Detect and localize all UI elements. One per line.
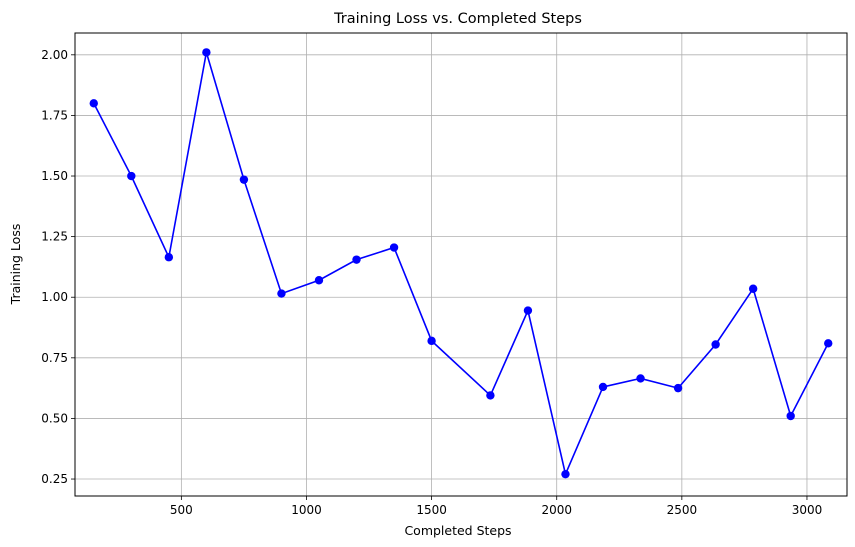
y-tick-label: 1.75 bbox=[41, 108, 68, 122]
y-axis: 0.25 0.50 0.75 1.00 1.25 1.50 1.75 2.00 bbox=[41, 48, 75, 486]
data-point bbox=[486, 391, 495, 400]
data-point bbox=[164, 253, 174, 262]
series-line bbox=[93, 52, 829, 477]
y-tick-label: 0.50 bbox=[41, 411, 68, 425]
data-point bbox=[673, 383, 683, 393]
x-tick-label: 2500 bbox=[667, 503, 698, 517]
data-point bbox=[786, 411, 795, 421]
x-tick-label: 1000 bbox=[291, 503, 322, 517]
x-tick-label: 3000 bbox=[792, 503, 823, 517]
chart-title: Training Loss vs. Completed Steps bbox=[333, 11, 582, 27]
data-point bbox=[824, 339, 833, 348]
x-tick-label: 500 bbox=[170, 503, 193, 517]
grid bbox=[75, 33, 847, 496]
data-point bbox=[202, 48, 211, 57]
x-tick-label: 2000 bbox=[541, 503, 572, 517]
data-point bbox=[711, 340, 720, 349]
x-tick-label: 1500 bbox=[416, 503, 447, 517]
data-point bbox=[314, 276, 324, 285]
y-tick-label: 1.00 bbox=[41, 290, 68, 304]
data-point bbox=[127, 171, 136, 181]
data-point bbox=[352, 255, 361, 264]
y-tick-label: 1.25 bbox=[41, 230, 68, 244]
data-point bbox=[89, 99, 98, 108]
plot-frame bbox=[74, 32, 848, 497]
data-point bbox=[427, 336, 436, 346]
data-point bbox=[748, 284, 758, 293]
data-point bbox=[523, 306, 533, 315]
y-tick-label: 2.00 bbox=[41, 48, 68, 62]
y-tick-label: 1.50 bbox=[41, 169, 68, 183]
data-point bbox=[277, 289, 286, 298]
data-point bbox=[636, 374, 645, 383]
y-axis-label: Training Loss bbox=[8, 224, 23, 306]
data-point bbox=[389, 243, 399, 252]
x-axis: 500 1000 1500 2000 2500 3000 bbox=[170, 496, 822, 517]
x-axis-label: Completed Steps bbox=[404, 523, 511, 538]
y-tick-label: 0.25 bbox=[41, 472, 68, 486]
data-point bbox=[561, 469, 570, 479]
data-point bbox=[598, 382, 608, 392]
y-tick-label: 0.75 bbox=[41, 351, 68, 365]
series-loss bbox=[89, 48, 833, 479]
data-point bbox=[239, 175, 249, 184]
